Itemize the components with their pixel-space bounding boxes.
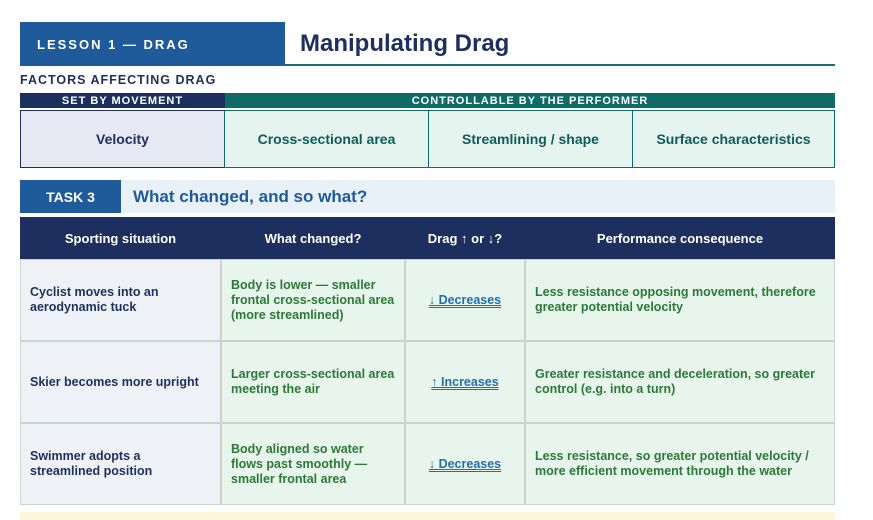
table-cell: Less resistance opposing movement, there… — [525, 259, 835, 341]
table-cell: Greater resistance and deceleration, so … — [525, 341, 835, 423]
table-cell: Skier becomes more upright — [20, 341, 221, 423]
footer-strip — [20, 512, 835, 520]
page-title: Manipulating Drag — [300, 30, 510, 57]
factor: Streamlining / shape — [428, 110, 633, 168]
factor: Velocity — [20, 110, 225, 168]
factors-heading: FACTORS AFFECTING DRAG — [20, 73, 217, 87]
column-header: Drag ↑ or ↓? — [427, 230, 503, 246]
factor: Cross-sectional area — [224, 110, 429, 168]
drag-direction: ↓ Decreases — [428, 456, 502, 471]
table-cell: ↓ Decreases — [405, 259, 525, 341]
task-label: TASK 3 — [20, 180, 121, 213]
task-bar — [20, 180, 835, 213]
lesson-label: LESSON 1 — DRAG — [20, 22, 285, 66]
table-cell: Larger cross-sectional area meeting the … — [221, 341, 405, 423]
drag-direction: ↓ Decreases — [428, 292, 502, 307]
table-cell: ↑ Increases — [405, 341, 525, 423]
table-cell: Swimmer adopts a streamlined position — [20, 423, 221, 505]
column-header: What changed? — [264, 230, 362, 246]
table-header — [20, 217, 835, 259]
factor: Surface characteristics — [632, 110, 835, 168]
group-label: SET BY MOVEMENT — [20, 93, 225, 108]
task-title: What changed, and so what? — [133, 187, 368, 206]
title-rule — [285, 64, 835, 66]
table-cell: Less resistance, so greater potential ve… — [525, 423, 835, 505]
table-cell: Cyclist moves into an aerodynamic tuck — [20, 259, 221, 341]
column-header: Performance consequence — [596, 230, 764, 246]
table-cell: Body is lower — smaller frontal cross-se… — [221, 259, 405, 341]
table-cell: Body aligned so water flows past smoothl… — [221, 423, 405, 505]
group-label: CONTROLLABLE BY THE PERFORMER — [225, 93, 835, 108]
table-cell: ↓ Decreases — [405, 423, 525, 505]
drag-direction: ↑ Increases — [431, 374, 499, 389]
column-header: Sporting situation — [64, 230, 177, 246]
